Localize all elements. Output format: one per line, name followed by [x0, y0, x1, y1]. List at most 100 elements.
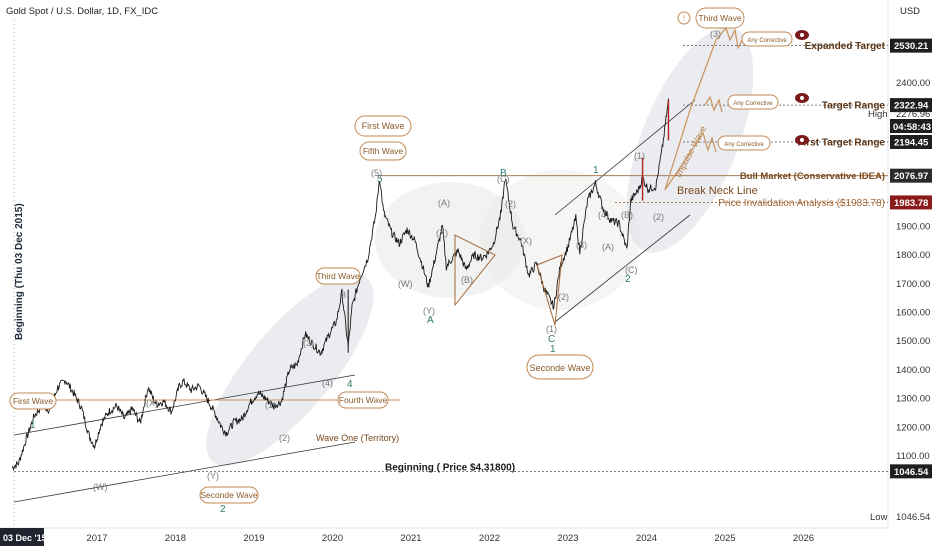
fourth-wave-text: Fourth Wave [339, 395, 388, 405]
price-tag [890, 134, 932, 149]
wave-mark-B-low: (B) [621, 210, 633, 220]
projection-path [664, 26, 743, 191]
x-tick-label: 2021 [400, 533, 421, 544]
break-neck-line-label: Break Neck Line [677, 185, 758, 197]
first-wave-left-box [9, 392, 57, 410]
wave-mark-Y-left: (Y) [207, 471, 219, 481]
y-tick-label: 1100.00 [896, 451, 930, 462]
x-tick-label: 2020 [322, 533, 343, 544]
x-tick-label: 2024 [636, 533, 657, 544]
y-tick-label: 1600.00 [896, 308, 930, 319]
y-tick-label: 1700.00 [896, 279, 930, 290]
wave-mark-B: B [500, 168, 507, 179]
x-tick-label: 2019 [243, 533, 264, 544]
any-corrective-text-1: Any Corrective [747, 38, 787, 44]
price-tag [890, 168, 932, 183]
svg-text:!: ! [683, 14, 685, 23]
annotation-label: Expanded Target [805, 41, 886, 52]
third-wave-right-text: Third Wave [698, 13, 741, 23]
y-tick-label: 2400.00 [896, 78, 930, 89]
third-wave-mid-text: Third Wave [316, 271, 359, 281]
seconde-wave-left-box [199, 486, 259, 504]
x-tick-label: 2026 [793, 533, 814, 544]
seconde-wave-left-text: Seconde Wave [200, 490, 258, 500]
wave-mark-C-mid: (C) [497, 174, 510, 184]
wave-mark-2-mid: (2) [505, 199, 516, 209]
price-tag-text: 2530.21 [894, 41, 929, 52]
eye-icon[interactable] [795, 135, 809, 145]
wave-mark-A: A [427, 315, 434, 326]
eye-icon[interactable] [795, 30, 809, 40]
any-corrective-text-2: Any Corrective [733, 101, 773, 107]
countdown-text: 04:58:43 [893, 122, 931, 133]
wave-mark-4: 4 [347, 379, 353, 390]
wave-mark-W-mid: (W) [398, 279, 413, 289]
x-tick-label: 2025 [714, 533, 735, 544]
triangle-pattern [536, 254, 563, 326]
low-label: Low [870, 512, 888, 523]
wave-mark-1-left: 1 [30, 420, 36, 431]
annotation-label: First Target Range [797, 137, 885, 148]
wave-mark-X-mid2: (X) [520, 236, 532, 246]
lightbulb-icon [677, 11, 691, 25]
wave-mark-4-low: (4) [598, 210, 609, 220]
wave-mark-1-paren: (1) [265, 400, 276, 410]
y-tick-label: 1200.00 [896, 422, 930, 433]
wave-mark-A-low: (A) [602, 242, 614, 252]
chart-title: Gold Spot / U.S. Dollar, 1D, FX_IDC [6, 6, 158, 17]
third-wave-right-box [695, 7, 745, 29]
price-line [11, 98, 669, 472]
any-corrective-box-3 [717, 135, 771, 151]
price-series [11, 98, 670, 472]
any-corrective-text-3: Any Corrective [724, 142, 764, 148]
high-value: 2276.96 [896, 109, 930, 120]
trend-channels [13, 99, 696, 503]
wave-mark-4-paren: (4) [322, 378, 333, 388]
wave-mark-3-low: (3) [576, 240, 587, 250]
fifth-wave-box [359, 141, 407, 161]
wave-mark-C: C [548, 334, 555, 345]
wave-mark-2-left: 2 [220, 504, 226, 515]
wave-mark-X-left: (X) [146, 398, 158, 408]
currency-label: USD [900, 6, 920, 17]
wave-mark-2-right: 2 [625, 274, 631, 285]
first-wave-top-box [354, 115, 412, 137]
wave-mark-3-proj: (3) [710, 29, 721, 39]
wave-mark-C-low: (C) [625, 265, 638, 275]
price-tag [890, 195, 932, 210]
any-corrective-box-1 [741, 31, 793, 47]
price-axis[interactable] [888, 0, 932, 528]
wave-mark-A-mid: (A) [438, 198, 450, 208]
price-tag [890, 98, 932, 113]
annotation-label: Beginning ( Price $4.31800) [385, 462, 515, 473]
wave-mark-Y-mid: (Y) [423, 306, 435, 316]
x-tick-label: 2023 [557, 533, 578, 544]
price-tag [890, 38, 932, 53]
time-axis[interactable] [0, 528, 932, 550]
wave-mark-2-high: (2) [653, 212, 664, 222]
eye-icon[interactable] [795, 93, 809, 103]
wave-mark-3-paren: (3) [303, 338, 314, 348]
price-tag-text: 2076.97 [894, 171, 928, 182]
wave-mark-5: 5 [377, 174, 383, 185]
y-tick-label: 1900.00 [896, 221, 930, 232]
wave-mark-1-right: 1 [593, 165, 599, 176]
wave-mark-W-left: (W) [93, 482, 108, 492]
wave-mark-1-roman: 1 [550, 344, 556, 355]
price-tag-text: 2322.94 [894, 101, 929, 112]
x-axis-ticks: 2017 2018 2019 2020 2021 2022 2023 2024 2025 2026 [86, 533, 814, 544]
fourth-wave-box [337, 391, 389, 409]
y-tick-label: 1400.00 [896, 365, 930, 376]
wave-mark-B-mid: (B) [461, 275, 473, 285]
wave-mark-2-paren: (2) [279, 433, 290, 443]
low-value: 1046.54 [896, 512, 930, 523]
y-tick-label: 1800.00 [896, 250, 930, 261]
x-start-badge [0, 528, 44, 546]
triangle-pattern [454, 234, 496, 307]
price-tag-text: 1046.54 [894, 467, 929, 478]
x-tick-label: 2017 [86, 533, 107, 544]
countdown-badge [890, 119, 932, 133]
fifth-wave-text: Fifth Wave [363, 146, 404, 156]
y-tick-label: 1300.00 [896, 394, 930, 405]
